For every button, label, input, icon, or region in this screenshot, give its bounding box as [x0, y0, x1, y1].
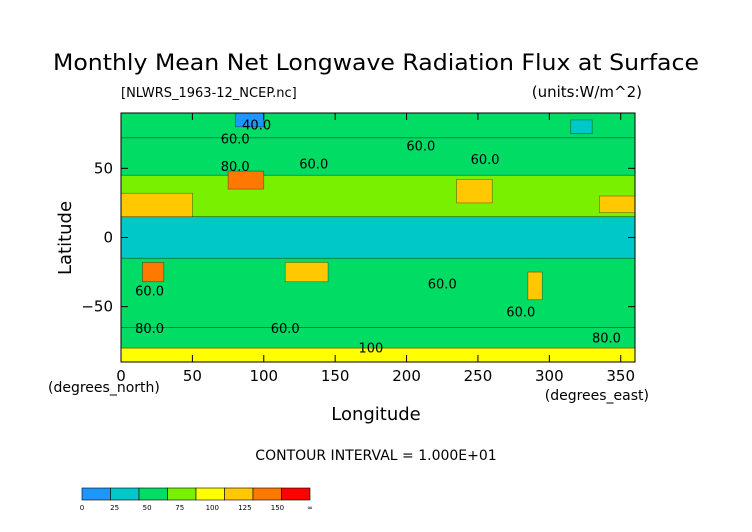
x-tick-label: 200 — [392, 367, 421, 385]
colorbar-tick-label: 75 — [175, 504, 184, 512]
contour-label: 100 — [358, 341, 383, 356]
x-tick-label: 350 — [606, 367, 635, 385]
x-tick-label: 150 — [321, 367, 350, 385]
heatmap-plot — [120, 112, 636, 363]
colorbar-tick-label: 25 — [110, 504, 119, 512]
heatmap-cell-greenland-cold — [570, 119, 593, 135]
contour-label: 40.0 — [242, 119, 271, 134]
x-tick-label: 0 — [116, 367, 126, 385]
x-tick-label: 100 — [249, 367, 278, 385]
y-tick-label: −50 — [81, 298, 113, 316]
contour-label: 80.0 — [135, 322, 164, 337]
contour-label: 60.0 — [506, 305, 535, 320]
colorbar-swatch — [138, 487, 168, 501]
contour-labels: 40.060.0 60.080.0 60.0 60.060.0 60.060.080.0… — [135, 119, 621, 357]
colorbar-tick-label: 100 — [206, 504, 219, 512]
x-tick-label: 50 — [183, 367, 202, 385]
x-axis-title: Longitude — [331, 404, 421, 425]
y-unit-label: (degrees_north) — [48, 380, 160, 396]
heatmap-cell-sahara — [120, 192, 193, 218]
y-axis-title: Latitude — [55, 201, 76, 275]
contour-interval: CONTOUR INTERVAL = 1.000E+01 — [255, 448, 496, 464]
heatmap-cell-central-asia — [227, 170, 265, 190]
colorbar-swatch — [224, 487, 254, 501]
x-tick-label: 300 — [535, 367, 564, 385]
heatmap-cell-subtropical-north — [120, 174, 636, 218]
colorbar: 0 25 50 75 100 125 150 ∞ — [80, 487, 313, 512]
colorbar-swatch — [110, 487, 140, 501]
contour-label: 60.0 — [135, 285, 164, 300]
axes: 0 50 100 150 200 250 300 350 50 0 −50 — [81, 113, 635, 385]
colorbar-tick-label: 0 — [80, 504, 84, 512]
contour-label: 60.0 — [221, 132, 250, 147]
y-tick-label: 0 — [103, 229, 113, 247]
colorbar-swatch — [281, 487, 311, 501]
colorbar-swatch — [252, 487, 282, 501]
colorbar-tick-label: 50 — [143, 504, 152, 512]
x-tick-label: 250 — [464, 367, 493, 385]
colorbar-tick-label: 125 — [238, 504, 251, 512]
heatmap-cell-tropics — [120, 216, 636, 259]
contour-label: 60.0 — [271, 322, 300, 337]
heatmap-cell-western-us — [456, 179, 493, 204]
heatmap-cell-southern-ocean — [120, 257, 636, 328]
contour-label: 80.0 — [592, 332, 621, 347]
colorbar-swatch — [167, 487, 197, 501]
heatmap-cell-northern-midlat — [120, 137, 636, 176]
contour-label: 60.0 — [406, 139, 435, 154]
colorbar-swatch — [195, 487, 225, 501]
contour-label: 80.0 — [221, 160, 250, 175]
colorbar-swatch — [81, 487, 111, 501]
units-label: (units:W/m^2) — [532, 83, 642, 101]
heatmap-cell-southern-africa — [142, 262, 165, 283]
heatmap-cell-south-america-south — [527, 271, 543, 301]
contour-label: 60.0 — [299, 157, 328, 172]
y-tick-label: 50 — [94, 159, 113, 177]
heatmap-cell-arctic-band — [120, 112, 636, 139]
chart-title: Monthly Mean Net Longwave Radiation Flux… — [53, 51, 699, 76]
heatmap-cell-australia — [284, 262, 329, 283]
contour-label: 60.0 — [428, 278, 457, 293]
heatmap-cell-arabia-east — [599, 195, 636, 213]
contour-label: 60.0 — [471, 153, 500, 168]
x-unit-label: (degrees_east) — [545, 388, 649, 404]
file-label: [NLWRS_1963-12_NCEP.nc] — [121, 86, 297, 101]
colorbar-tick-label: 150 — [271, 504, 284, 512]
colorbar-tick-label: ∞ — [307, 504, 313, 512]
